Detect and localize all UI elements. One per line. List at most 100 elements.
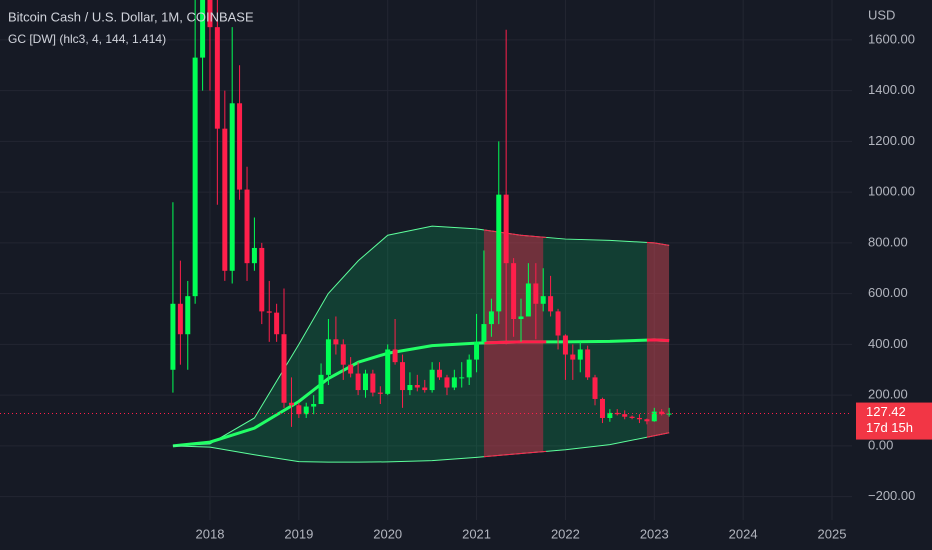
band-line	[172, 432, 670, 463]
y-tick-label: 1000.00	[868, 184, 915, 199]
candle-body	[459, 377, 465, 379]
candle-body	[348, 364, 354, 374]
candle-body	[585, 349, 591, 378]
candle-body	[274, 312, 280, 335]
candle-body	[407, 384, 413, 391]
candle-body	[659, 411, 665, 415]
x-tick-label: 2024	[729, 526, 758, 541]
candle-body	[192, 57, 198, 297]
candle-body	[340, 344, 346, 365]
candle-body	[237, 103, 243, 190]
candle-body	[533, 283, 539, 304]
candle-body	[311, 404, 317, 407]
x-tick-label: 2018	[196, 526, 225, 541]
candle-body	[474, 341, 480, 360]
candle-body	[518, 316, 524, 320]
y-tick-label: 400.00	[868, 336, 908, 351]
candle-body	[422, 387, 428, 391]
x-tick-label: 2021	[462, 526, 491, 541]
grid	[0, 0, 852, 520]
candle-body	[466, 359, 472, 378]
y-tick-label: 600.00	[868, 285, 908, 300]
band-line	[172, 225, 670, 447]
y-tick-label: 0.00	[868, 437, 893, 452]
y-tick-label: 200.00	[868, 387, 908, 402]
candle-body	[170, 303, 176, 370]
x-tick-label: 2019	[284, 526, 313, 541]
candle-body	[251, 247, 257, 264]
candle-body	[303, 406, 309, 415]
candle-body	[281, 334, 287, 403]
indicator-label: GC [DW] (hlc3, 4, 144, 1.414)	[8, 32, 166, 46]
candle-body	[444, 377, 450, 388]
candle-body	[400, 362, 406, 391]
y-tick-label: 1600.00	[868, 31, 915, 46]
countdown-label: 17d 15h	[866, 420, 913, 435]
candle-body	[207, 0, 213, 28]
candle-body	[496, 194, 502, 312]
candle-body	[622, 414, 628, 417]
candle-body	[370, 373, 376, 393]
candle-body	[377, 392, 383, 394]
candle-body	[185, 296, 191, 335]
candle-body	[577, 349, 583, 360]
y-tick-label: 1200.00	[868, 133, 915, 148]
candle-body	[288, 402, 294, 406]
candle-body	[636, 417, 642, 420]
candle-body	[525, 283, 531, 317]
last-price-label: 127.42	[866, 404, 906, 419]
plot	[170, 0, 672, 463]
candle-body	[629, 416, 635, 418]
candle-body	[481, 324, 487, 342]
candle-body	[229, 103, 235, 271]
candle-body	[244, 189, 250, 264]
candle-body	[562, 335, 568, 355]
candle-body	[511, 263, 517, 320]
candle-body	[607, 412, 613, 418]
candle-body	[325, 339, 331, 375]
x-tick-label: 2022	[551, 526, 580, 541]
candle-body	[555, 311, 561, 336]
candle-body	[177, 303, 183, 335]
candle-body	[355, 373, 361, 391]
x-tick-label: 2023	[640, 526, 669, 541]
middle-line	[172, 338, 670, 448]
candle-body	[318, 374, 324, 405]
axes: −200.00 0.00 200.00 400.00 600.00 800.00 1000.…	[0, 31, 932, 541]
candle-body	[592, 377, 598, 399]
candle-body	[266, 311, 272, 313]
candle-body	[200, 0, 206, 58]
candle-body	[488, 311, 494, 325]
candle-body	[222, 128, 228, 271]
x-tick-label: 2020	[373, 526, 402, 541]
candle-body	[437, 369, 443, 378]
y-tick-label: 1400.00	[868, 82, 915, 97]
candle-body	[570, 354, 576, 360]
candle-body	[451, 377, 457, 388]
candle-body	[214, 27, 220, 129]
candle-body	[599, 398, 605, 418]
last-price-box	[856, 402, 932, 440]
candle-body	[259, 247, 265, 312]
candle-body	[666, 413, 672, 415]
x-tick-label: 2025	[818, 526, 847, 541]
candle-body	[296, 405, 302, 415]
candle-body	[429, 369, 435, 391]
axis-unit: USD	[868, 7, 895, 22]
y-tick-label: −200.00	[868, 488, 915, 503]
y-tick-label: 800.00	[868, 234, 908, 249]
candle-body	[651, 411, 657, 422]
candle-body	[548, 296, 554, 312]
candle-body	[614, 412, 620, 415]
candle-body	[385, 349, 391, 394]
candle-body	[540, 296, 546, 304]
candle-body	[414, 384, 420, 388]
candle-body	[644, 419, 650, 422]
chart-title: Bitcoin Cash / U.S. Dollar, 1M, COINBASE	[8, 9, 254, 24]
candle-body	[503, 194, 509, 264]
falling-region	[646, 226, 670, 463]
candle-body	[362, 373, 368, 391]
candle-body	[392, 349, 398, 363]
